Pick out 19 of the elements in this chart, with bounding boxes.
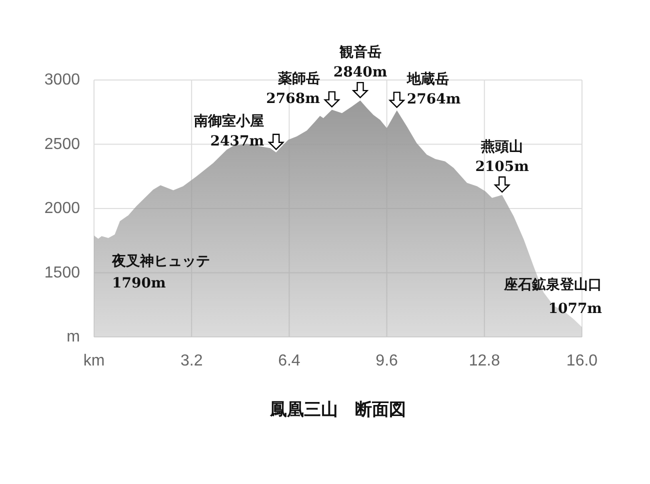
x-tick-label: 9.6 [376, 352, 398, 370]
y-tick-label: 2500 [44, 136, 80, 153]
annotation: 南御室小屋 2437m [193, 112, 264, 150]
y-tick-label: m [66, 328, 80, 346]
annotation: 観音岳 2840m [333, 44, 388, 81]
x-tick-label: km [83, 352, 105, 370]
annotation: 座石鉱泉登山口 1077m [503, 276, 602, 318]
y-tick-label: 3000 [44, 72, 80, 88]
x-tick-label: 6.4 [278, 352, 300, 370]
x-tick-label: 3.2 [180, 352, 203, 370]
annotation: 夜叉神ヒュッテ 1790m [111, 252, 210, 292]
x-tick-label: 12.8 [468, 352, 500, 370]
y-tick-label: 2000 [44, 200, 80, 217]
y-tick-label: 1500 [44, 264, 80, 282]
annotation: 薬師岳 2768m [266, 70, 320, 107]
annotation: 地蔵岳 2764m [406, 70, 461, 108]
annotation: 燕頭山 2105m [475, 139, 530, 176]
x-tick-label: 16.0 [566, 352, 598, 370]
text: 鳳凰三山 断面図 [269, 400, 406, 420]
